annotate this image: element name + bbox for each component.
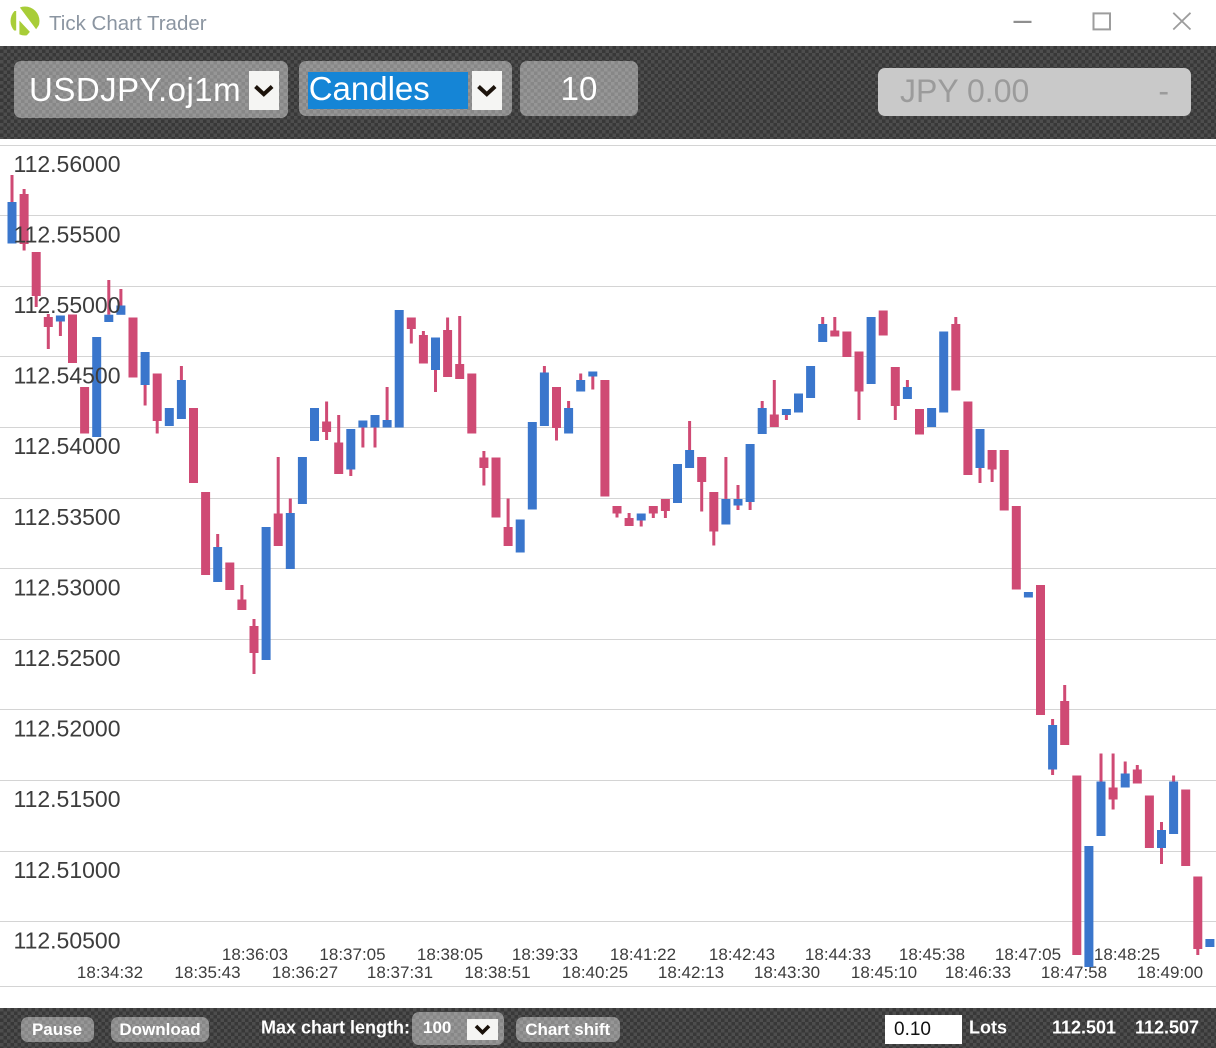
svg-text:18:43:30: 18:43:30	[754, 963, 820, 982]
svg-text:112.52500: 112.52500	[14, 645, 121, 671]
svg-text:18:37:31: 18:37:31	[367, 963, 433, 982]
svg-text:18:36:03: 18:36:03	[222, 945, 288, 964]
svg-text:18:40:25: 18:40:25	[562, 963, 628, 982]
svg-text:112.52000: 112.52000	[14, 716, 121, 742]
svg-text:18:42:43: 18:42:43	[709, 945, 775, 964]
svg-text:18:45:38: 18:45:38	[899, 945, 965, 964]
svg-text:112.55000: 112.55000	[14, 292, 121, 318]
svg-text:18:39:33: 18:39:33	[512, 945, 578, 964]
svg-text:18:46:33: 18:46:33	[945, 963, 1011, 982]
svg-text:112.50500: 112.50500	[14, 927, 121, 953]
svg-text:112.53000: 112.53000	[14, 574, 121, 600]
svg-text:18:48:25: 18:48:25	[1094, 945, 1160, 964]
svg-text:18:45:10: 18:45:10	[851, 963, 917, 982]
svg-text:18:47:58: 18:47:58	[1041, 963, 1107, 982]
svg-text:112.54500: 112.54500	[14, 363, 121, 389]
svg-text:112.56000: 112.56000	[14, 151, 121, 177]
svg-text:18:44:33: 18:44:33	[805, 945, 871, 964]
svg-text:18:49:00: 18:49:00	[1137, 963, 1203, 982]
svg-text:112.53500: 112.53500	[14, 504, 121, 530]
svg-text:112.51000: 112.51000	[14, 857, 121, 883]
svg-text:112.55500: 112.55500	[14, 221, 121, 247]
svg-text:18:36:27: 18:36:27	[272, 963, 338, 982]
svg-text:18:38:51: 18:38:51	[464, 963, 530, 982]
svg-text:18:35:43: 18:35:43	[174, 963, 240, 982]
svg-text:18:41:22: 18:41:22	[610, 945, 676, 964]
svg-text:18:37:05: 18:37:05	[319, 945, 385, 964]
svg-text:112.51500: 112.51500	[14, 786, 121, 812]
svg-text:18:38:05: 18:38:05	[417, 945, 483, 964]
svg-text:18:34:32: 18:34:32	[77, 963, 143, 982]
svg-text:18:47:05: 18:47:05	[995, 945, 1061, 964]
svg-text:112.54000: 112.54000	[14, 433, 121, 459]
svg-text:18:42:13: 18:42:13	[658, 963, 724, 982]
